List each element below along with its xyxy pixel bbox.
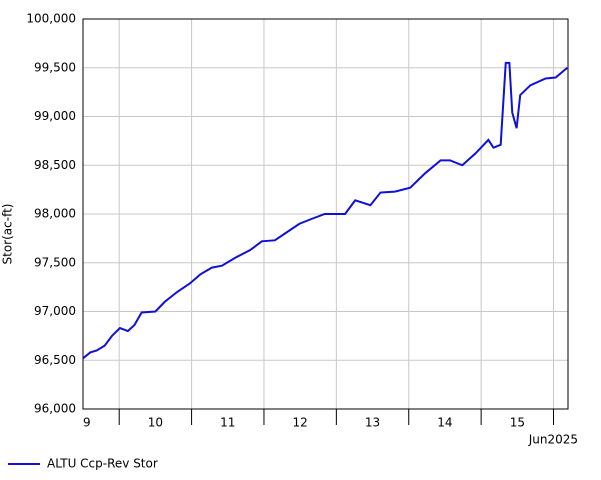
x-tick-label: 14: [437, 416, 452, 430]
x-tick-label: 9: [83, 416, 91, 430]
y-tick-label: 98,000: [34, 207, 76, 221]
x-tick-label: 13: [365, 416, 380, 430]
plot-frame: [82, 18, 569, 410]
x-tick-label: 10: [148, 416, 163, 430]
y-tick-label: 99,500: [34, 60, 76, 74]
y-axis-label: Stor(ac-ft): [1, 204, 15, 265]
x-tick-label: 11: [220, 416, 235, 430]
x-tick-label: 12: [293, 416, 308, 430]
y-tick-label: 96,500: [34, 353, 76, 367]
legend-label: ALTU Ccp-Rev Stor: [47, 457, 158, 471]
data-line: [82, 61, 568, 360]
y-tick-label: 96,000: [34, 402, 76, 416]
y-tick-label: 97,500: [34, 255, 76, 269]
x-tick-label: 15: [510, 416, 525, 430]
y-tick-label: 98,500: [34, 158, 76, 172]
y-tick-label: 99,000: [34, 109, 76, 123]
y-tick-label: 97,000: [34, 304, 76, 318]
x-axis-note: Jun2025: [528, 433, 578, 447]
y-tick-label: 100,000: [26, 12, 76, 26]
